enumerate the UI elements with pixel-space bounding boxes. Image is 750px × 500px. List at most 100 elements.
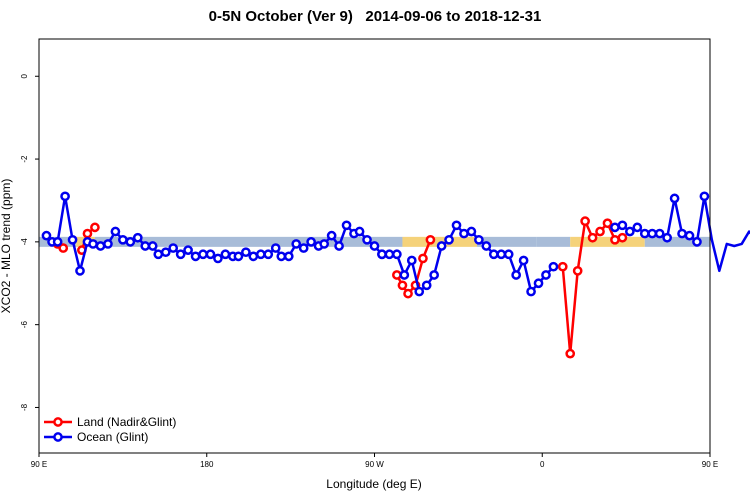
data-point — [488, 249, 499, 260]
series-ocean — [41, 191, 750, 297]
data-point — [677, 228, 687, 239]
data-point — [190, 251, 201, 262]
data-point — [425, 234, 436, 245]
data-point — [511, 270, 522, 280]
data-point — [95, 241, 106, 251]
data-point — [306, 237, 316, 247]
data-point — [270, 243, 281, 253]
x-tick-label: 0 — [540, 460, 545, 469]
data-point — [67, 234, 78, 245]
data-point — [132, 232, 143, 243]
data-point — [421, 280, 432, 291]
data-point — [369, 241, 380, 251]
legend-label: Land (Nadir&Glint) — [77, 415, 176, 429]
data-point — [518, 255, 529, 266]
data-point — [418, 253, 428, 264]
data-point — [58, 243, 69, 253]
data-point — [392, 270, 402, 280]
data-point — [147, 241, 158, 251]
data-point — [377, 249, 387, 260]
data-point — [125, 237, 136, 247]
y-tick-label: -2 — [20, 155, 29, 163]
data-point — [466, 226, 477, 237]
data-point — [298, 243, 309, 253]
data-point — [617, 232, 628, 243]
data-point — [276, 251, 287, 262]
data-point — [403, 288, 413, 299]
data-point — [384, 249, 395, 260]
y-axis-title: XCO2 - MLO trend (ppm) — [0, 179, 13, 314]
y-tick-label: -6 — [20, 321, 29, 329]
data-point — [565, 348, 576, 359]
data-point — [414, 286, 425, 297]
data-point — [90, 222, 100, 233]
chart-title: 0-5N October (Ver 9) 2014-09-06 to 2018-… — [208, 8, 542, 25]
data-point — [319, 239, 330, 249]
data-point — [639, 228, 650, 239]
data-point — [183, 245, 193, 255]
data-point — [580, 216, 590, 227]
legend-marker — [53, 432, 63, 442]
data-point — [118, 234, 128, 245]
data-point — [481, 241, 492, 251]
data-point — [459, 228, 469, 239]
legend-label: Ocean (Glint) — [77, 430, 148, 444]
data-point — [647, 228, 658, 239]
data-point — [692, 237, 702, 247]
data-point — [354, 226, 365, 237]
data-point — [362, 234, 372, 245]
data-point — [263, 249, 274, 260]
data-point — [198, 249, 208, 260]
data-point — [397, 280, 408, 291]
data-point — [625, 226, 635, 237]
legend: Land (Nadir&Glint)Ocean (Glint) — [44, 415, 176, 444]
x-axis-title: Longitude (deg E) — [326, 477, 421, 491]
data-point — [699, 191, 710, 202]
data-point — [241, 247, 251, 258]
data-point — [205, 249, 216, 260]
data-point — [662, 232, 672, 243]
legend-marker — [53, 417, 63, 427]
data-point — [392, 249, 402, 260]
data-point — [82, 228, 93, 239]
data-point — [399, 270, 410, 280]
data-point — [291, 239, 302, 249]
x-tick-label: 90 W — [365, 460, 384, 469]
data-point — [496, 249, 507, 260]
data-point — [572, 265, 583, 276]
data-point — [60, 191, 70, 202]
band-segment — [570, 236, 645, 247]
data-point — [248, 251, 259, 262]
data-point — [602, 218, 613, 229]
data-point — [220, 249, 231, 260]
band-segment — [536, 236, 571, 247]
data-point — [436, 241, 447, 251]
data-point — [341, 220, 352, 231]
data-point — [233, 251, 244, 262]
data-point — [451, 220, 462, 231]
y-tick-label: -4 — [20, 238, 29, 246]
data-point — [52, 237, 63, 247]
data-point — [533, 278, 544, 289]
data-point — [334, 241, 344, 251]
data-point — [283, 251, 294, 262]
data-point — [41, 230, 52, 241]
data-point — [213, 253, 223, 264]
data-point — [168, 243, 179, 253]
data-point — [175, 249, 186, 260]
data-point — [103, 239, 113, 249]
data-point — [587, 232, 598, 243]
y-tick-label: -8 — [20, 403, 29, 411]
data-point — [160, 247, 171, 258]
x-tick-label: 90 E — [31, 460, 47, 469]
data-point — [610, 222, 620, 233]
band-segment — [644, 236, 710, 247]
data-point — [474, 234, 484, 245]
data-point — [88, 239, 98, 249]
data-point — [557, 261, 568, 272]
data-point — [110, 226, 121, 237]
x-tick-label: 180 — [200, 460, 214, 469]
data-point — [255, 249, 266, 260]
data-point — [595, 226, 605, 237]
data-point — [548, 261, 559, 272]
